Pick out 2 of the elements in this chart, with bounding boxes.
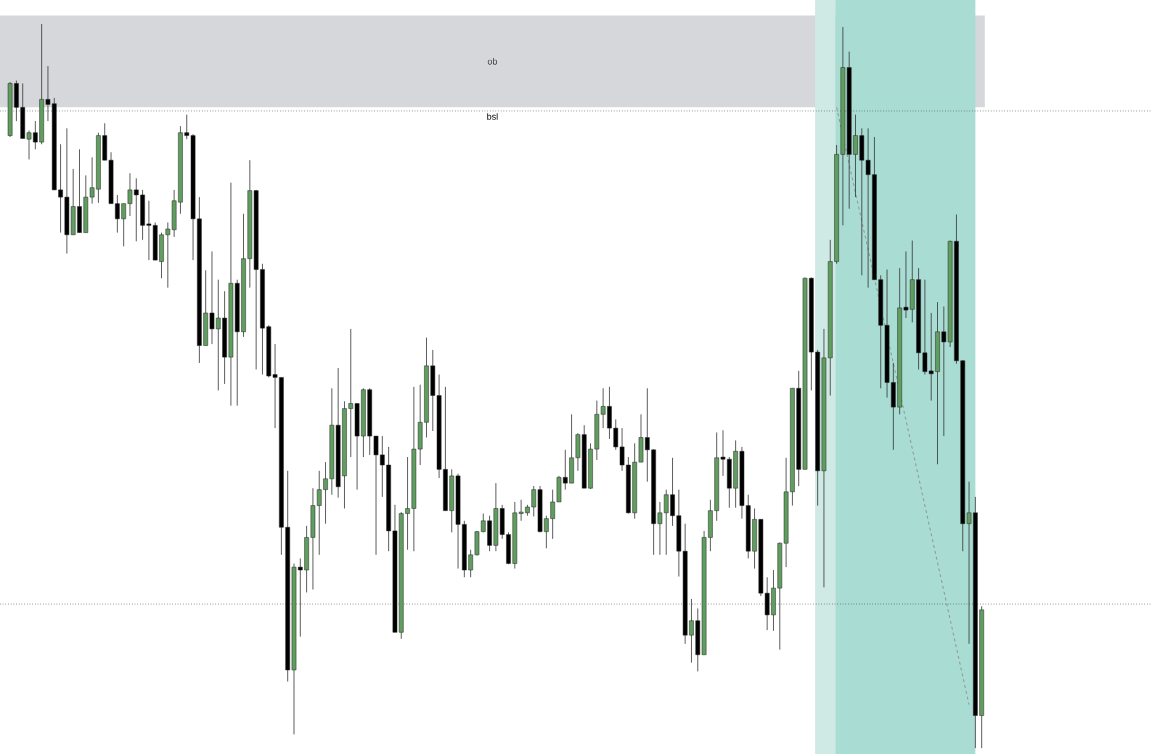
ref-line-label: bsl <box>487 113 498 120</box>
band-label: ob <box>487 58 498 65</box>
